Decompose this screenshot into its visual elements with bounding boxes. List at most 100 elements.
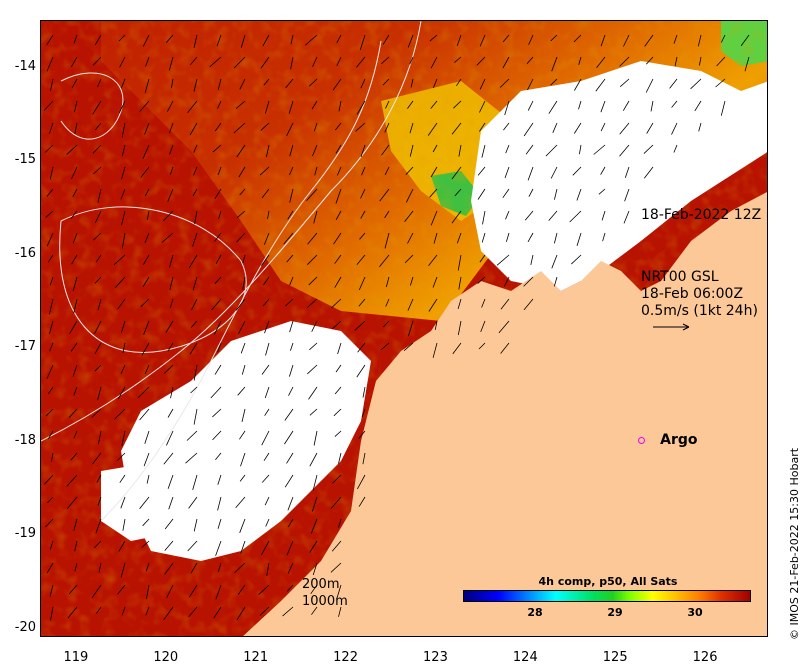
current-arrow	[602, 232, 606, 242]
y-tick-label: -18	[14, 432, 36, 448]
current-arrow	[502, 56, 510, 69]
current-arrow	[432, 342, 438, 358]
current-arrow	[217, 166, 222, 176]
current-arrow	[312, 562, 318, 576]
current-arrow	[165, 320, 174, 333]
current-arrow	[338, 452, 342, 464]
current-arrow	[619, 56, 630, 67]
current-arrow	[71, 78, 78, 89]
current-arrow	[645, 78, 654, 93]
current-arrow	[234, 562, 246, 573]
current-arrow	[66, 496, 78, 509]
current-arrow	[47, 496, 54, 504]
current-arrow	[144, 122, 150, 135]
current-arrow	[73, 34, 78, 44]
current-arrow	[361, 408, 366, 418]
current-arrow	[141, 342, 150, 356]
current-arrow	[217, 496, 222, 511]
current-arrow	[45, 408, 54, 417]
current-arrow	[650, 100, 654, 112]
current-arrow	[266, 144, 270, 158]
current-arrow	[283, 232, 294, 245]
current-arrow	[214, 232, 222, 242]
current-arrow	[430, 210, 438, 226]
current-arrow	[550, 166, 558, 179]
current-arrow	[456, 78, 462, 87]
current-arrow	[362, 452, 366, 465]
x-tick-label: 119	[63, 650, 89, 665]
current-arrow	[601, 210, 606, 221]
current-scale-label: 0.5m/s (1kt 24h)	[641, 303, 758, 319]
current-arrow	[242, 254, 246, 264]
current-arrow	[214, 122, 222, 132]
current-arrow	[120, 320, 126, 334]
current-arrow	[548, 100, 558, 114]
current-arrow	[380, 342, 390, 350]
current-arrow	[164, 518, 174, 530]
current-arrow	[213, 320, 222, 335]
current-arrow	[410, 78, 414, 88]
current-arrow	[384, 232, 390, 249]
current-arrow	[264, 408, 270, 416]
current-arrow	[168, 56, 174, 71]
current-arrow	[239, 78, 246, 90]
current-arrow	[553, 276, 558, 287]
current-arrow	[139, 100, 150, 112]
current-arrow	[237, 584, 246, 595]
current-arrow	[114, 408, 126, 420]
current-arrow	[144, 430, 150, 444]
current-arrow	[330, 298, 342, 309]
current-arrow	[311, 496, 318, 512]
current-arrow	[95, 606, 102, 614]
current-arrow	[385, 276, 390, 288]
current-arrow	[267, 210, 270, 220]
current-arrow	[407, 100, 414, 109]
current-arrow	[496, 254, 510, 266]
current-arrow	[119, 56, 126, 68]
current-arrow	[191, 298, 198, 310]
current-arrow	[673, 144, 678, 153]
current-arrow	[118, 100, 126, 114]
current-arrow	[405, 166, 414, 175]
current-arrow	[266, 562, 270, 577]
argo-marker[interactable]	[638, 436, 646, 444]
current-arrow	[215, 452, 222, 460]
current-arrow	[482, 210, 486, 225]
current-arrow	[502, 34, 510, 43]
x-tick-label: 121	[243, 650, 269, 665]
current-arrow	[50, 78, 54, 91]
current-arrow	[43, 100, 54, 111]
current-arrow	[261, 364, 270, 375]
current-arrow	[287, 562, 294, 574]
current-arrow	[362, 386, 366, 398]
credit-text: © IMOS 21-Feb-2022 15:30 Hobart	[788, 447, 801, 640]
current-arrow	[186, 430, 198, 441]
current-arrow	[338, 518, 342, 528]
current-arrow	[190, 320, 198, 328]
current-arrow	[720, 100, 726, 116]
current-arrow	[166, 430, 174, 446]
current-arrow	[290, 56, 294, 70]
current-arrow	[499, 78, 510, 88]
current-arrow	[576, 188, 582, 201]
current-arrow	[619, 122, 630, 135]
current-arrow	[530, 254, 534, 265]
current-arrow	[241, 408, 246, 422]
current-arrow	[504, 166, 510, 179]
current-arrow	[409, 144, 414, 157]
current-arrow	[407, 34, 414, 48]
current-arrow	[334, 386, 342, 395]
map-frame[interactable]	[40, 20, 768, 637]
argo-label: Argo	[660, 431, 698, 448]
current-arrow	[117, 386, 126, 400]
current-arrow	[308, 386, 318, 400]
current-arrow	[166, 584, 174, 598]
current-arrow	[117, 298, 126, 310]
current-arrow	[334, 276, 342, 288]
current-arrow	[215, 540, 222, 556]
current-arrow	[454, 56, 462, 63]
current-arrow	[190, 562, 198, 574]
y-tick-label: -15	[14, 152, 36, 168]
current-arrow	[144, 232, 150, 243]
current-arrow	[356, 56, 366, 68]
